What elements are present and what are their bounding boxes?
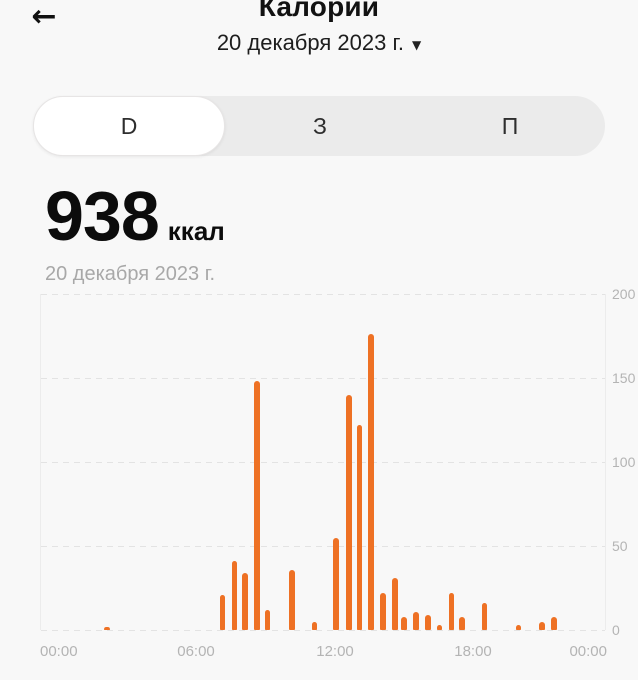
x-axis-tick-label: 12:00 [316,643,354,660]
calorie-bar[interactable] [515,625,522,630]
tab-d[interactable]: D [33,96,225,156]
x-axis-tick-label: 00:00 [569,643,607,660]
calorie-bar[interactable] [254,381,260,630]
calories-summary: 938 ккал 20 декабря 2023 г. [45,181,225,286]
calorie-bar[interactable] [356,425,363,630]
gridline-50 [41,546,605,547]
calorie-bar[interactable] [333,537,339,630]
y-axis-tick-label: 50 [612,538,628,554]
gridline-200 [41,294,605,295]
summary-date: 20 декабря 2023 г. [45,263,216,285]
calorie-bar[interactable] [551,616,557,630]
calorie-bar[interactable] [481,603,488,630]
calories-unit: ккал [167,216,225,246]
calorie-bar[interactable] [436,625,443,630]
tab-п[interactable]: П [501,112,519,139]
calorie-bar[interactable] [392,577,398,630]
x-axis-tick-label: 06:00 [177,643,215,660]
y-axis-tick-label: 0 [612,622,620,638]
x-axis-tick-label: 00:00 [40,643,78,660]
calorie-bar[interactable] [425,614,431,630]
gridline-150 [41,378,605,379]
calorie-bar[interactable] [346,394,352,630]
calorie-bar[interactable] [264,609,271,630]
calorie-bar[interactable] [413,611,419,630]
date-selector-label: 20 декабря 2023 г. [216,30,404,55]
chart-plot-area [40,294,606,631]
page-title: Калории [258,0,380,22]
date-selector[interactable]: 20 декабря 2023 г. ▼ [0,30,638,56]
calorie-bar[interactable] [104,626,110,630]
calorie-bar[interactable] [289,569,295,630]
y-axis-tick-label: 200 [612,286,636,302]
calorie-bar[interactable] [401,616,407,630]
gridline-0 [41,630,605,631]
back-arrow-icon[interactable]: ← [31,0,57,34]
calorie-bar[interactable] [231,561,238,630]
calories-value: 938 [45,177,160,255]
gridline-100 [41,462,605,463]
y-axis-tick-label: 150 [612,370,636,386]
calorie-bar[interactable] [242,572,248,630]
calorie-bar[interactable] [311,621,318,630]
calorie-bar[interactable] [368,334,374,630]
x-axis-tick-label: 18:00 [454,643,492,660]
chevron-down-icon: ▼ [411,37,422,52]
calorie-bar[interactable] [448,593,455,630]
tab-з[interactable]: З [313,112,327,139]
calorie-bar[interactable] [459,616,465,630]
calorie-bar[interactable] [539,621,545,630]
y-axis-tick-label: 100 [612,454,636,470]
calorie-bar[interactable] [219,594,226,630]
calorie-bar[interactable] [380,593,386,630]
